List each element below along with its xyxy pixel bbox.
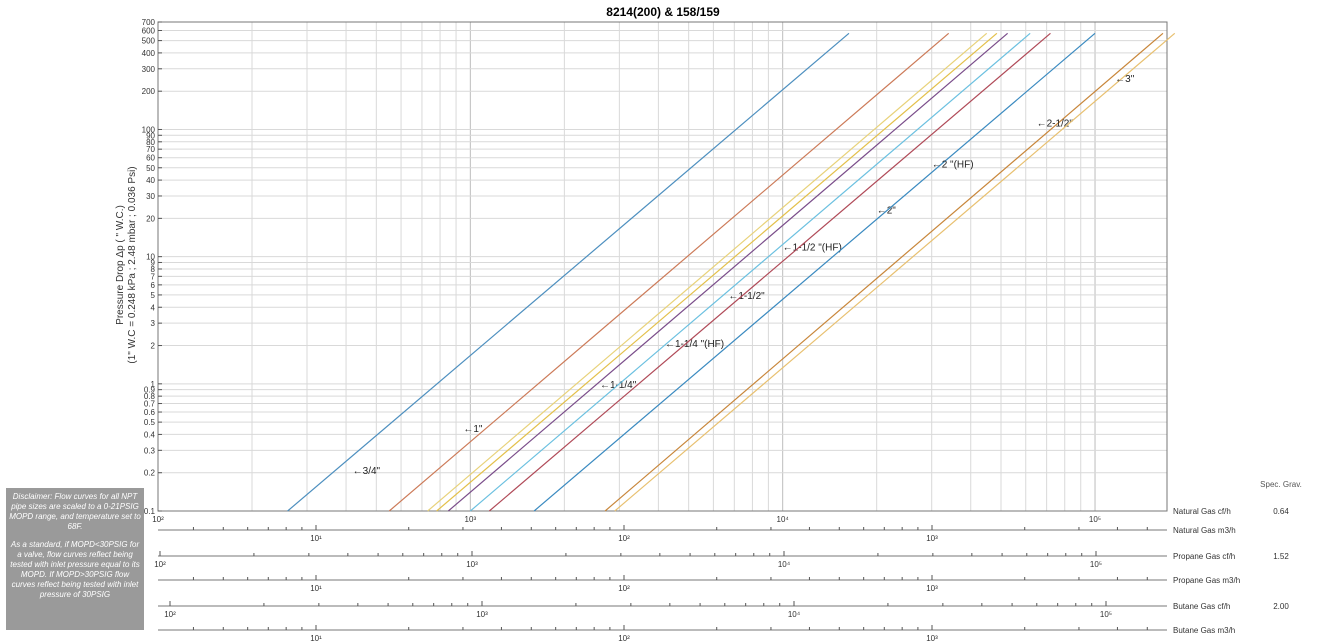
y-tick-label: 10 [146, 253, 155, 262]
axis-tick-label: 10¹ [310, 534, 322, 543]
y-tick-label: 600 [142, 27, 156, 36]
series-line [533, 32, 1096, 512]
series-label: ←1-1/4 "(HF) [665, 339, 724, 350]
series-label: ←1-1/2" [728, 291, 765, 302]
axis-tick-label: 10² [164, 610, 176, 619]
x-tick-label: 10² [152, 515, 164, 524]
y-tick-label: 0.7 [144, 400, 156, 409]
x-tick-label: 10³ [465, 515, 477, 524]
axis-name: Natural Gas cf/h [1173, 507, 1231, 516]
spec-grav-value: 0.64 [1273, 507, 1289, 516]
spec-grav-value: 1.52 [1273, 552, 1289, 561]
chart-title: 8214(200) & 158/159 [606, 5, 720, 19]
series-line [436, 32, 998, 512]
axis-tick-label: 10⁵ [1100, 610, 1112, 619]
x-tick-label: 10⁴ [777, 515, 790, 524]
y-axis-label-2: (1" W.C = 0.248 kPa ; 2.48 mbar ; 0.036 … [127, 166, 138, 363]
y-tick-label: 60 [146, 154, 155, 163]
disclaimer-text-1: Disclaimer: Flow curves for all NPT pipe… [9, 492, 141, 531]
axis-tick-label: 10³ [926, 634, 938, 643]
y-tick-label: 90 [146, 131, 155, 140]
disclaimer-box: Disclaimer: Flow curves for all NPT pipe… [6, 488, 144, 630]
y-axis-label: Pressure Drop Δp ( " W.C.) [115, 205, 126, 325]
y-tick-label: 40 [146, 176, 155, 185]
spec-grav-value: 2.00 [1273, 602, 1289, 611]
y-tick-label: 1 [151, 380, 156, 389]
y-tick-label: 4 [151, 303, 156, 312]
y-tick-label: 70 [146, 145, 155, 154]
series-label: ←2-1/2" [1037, 119, 1074, 130]
axis-tick-label: 10³ [466, 560, 478, 569]
axis-tick-label: 10³ [926, 584, 938, 593]
axis-name: Propane Gas cf/h [1173, 552, 1235, 561]
series-line [614, 32, 1176, 512]
y-tick-label: 3 [151, 319, 156, 328]
axis-tick-label: 10² [618, 584, 630, 593]
series-line [469, 32, 1031, 512]
y-tick-label: 2 [151, 342, 156, 351]
y-tick-label: 100 [142, 125, 156, 134]
y-tick-label: 0.9 [144, 386, 156, 395]
series-line [604, 32, 1164, 512]
y-tick-label: 6 [151, 281, 156, 290]
axis-name: Propane Gas m3/h [1173, 576, 1240, 585]
series-label: ←3" [1115, 74, 1135, 85]
y-tick-label: 50 [146, 164, 155, 173]
y-tick-label: 200 [142, 87, 156, 96]
axis-name: Natural Gas m3/h [1173, 526, 1236, 535]
y-tick-label: 400 [142, 49, 156, 58]
plot-border [157, 21, 1168, 512]
series-label: ←3/4" [353, 466, 381, 477]
y-tick-label: 9 [151, 258, 156, 267]
y-tick-label: 500 [142, 37, 156, 46]
series-line [488, 32, 1051, 512]
y-tick-label: 0.3 [144, 446, 156, 455]
axis-tick-label: 10⁵ [1090, 560, 1102, 569]
axis-tick-label: 10⁴ [788, 610, 801, 619]
series-group: ←3/4"←1"←1-1/4"←1-1/4 "(HF)←1-1/2"←1-1/2… [287, 32, 1176, 512]
axis-tick-label: 10² [618, 534, 630, 543]
y-tick-label: 700 [142, 18, 156, 27]
axis-name: Butane Gas cf/h [1173, 602, 1230, 611]
plot-frame [157, 21, 1168, 512]
series-line [427, 32, 988, 512]
grid [157, 21, 1167, 512]
axis-tick-label: 10¹ [310, 584, 322, 593]
y-tick-label: 0.1 [144, 507, 156, 516]
y-tick-label: 0.4 [144, 430, 156, 439]
y-tick-label: 7 [151, 272, 156, 281]
spec-grav-label: Spec. Grav. [1260, 480, 1302, 489]
y-tick-label: 8 [151, 265, 156, 274]
y-tick-label: 80 [146, 138, 155, 147]
series-line [447, 32, 1009, 512]
axis-tick-label: 10² [618, 634, 630, 643]
disclaimer-text-2: As a standard, if MOPD<30PSIG for a valv… [10, 540, 140, 599]
y-tick-label: 0.6 [144, 408, 156, 417]
axis-tick-label: 10⁴ [778, 560, 791, 569]
y-tick-label: 5 [151, 291, 156, 300]
secondary-axes: Natural Gas cf/h 0.64 10² 10³ 10⁴ 10⁵ Natural … [152, 507, 1289, 643]
series-label: ←2 "(HF) [932, 160, 974, 171]
axis-tick-label: 10³ [926, 534, 938, 543]
y-tick-label: 0.2 [144, 469, 156, 478]
y-tick-label: 0.5 [144, 418, 156, 427]
axis-name: Butane Gas m3/h [1173, 626, 1235, 635]
y-tick-label: 20 [146, 214, 155, 223]
y-tick-label: 30 [146, 192, 155, 201]
x-tick-label: 10⁵ [1089, 515, 1101, 524]
series-label: ←1-1/2 "(HF) [783, 243, 842, 254]
y-tick-label: 0.8 [144, 392, 156, 401]
axis-tick-label: 10² [154, 560, 166, 569]
y-tick-label: 300 [142, 65, 156, 74]
axis-tick-label: 10¹ [310, 634, 322, 643]
series-line [287, 32, 850, 512]
series-label: ←1" [463, 424, 483, 435]
series-line [388, 32, 950, 512]
axis-tick-label: 10³ [476, 610, 488, 619]
